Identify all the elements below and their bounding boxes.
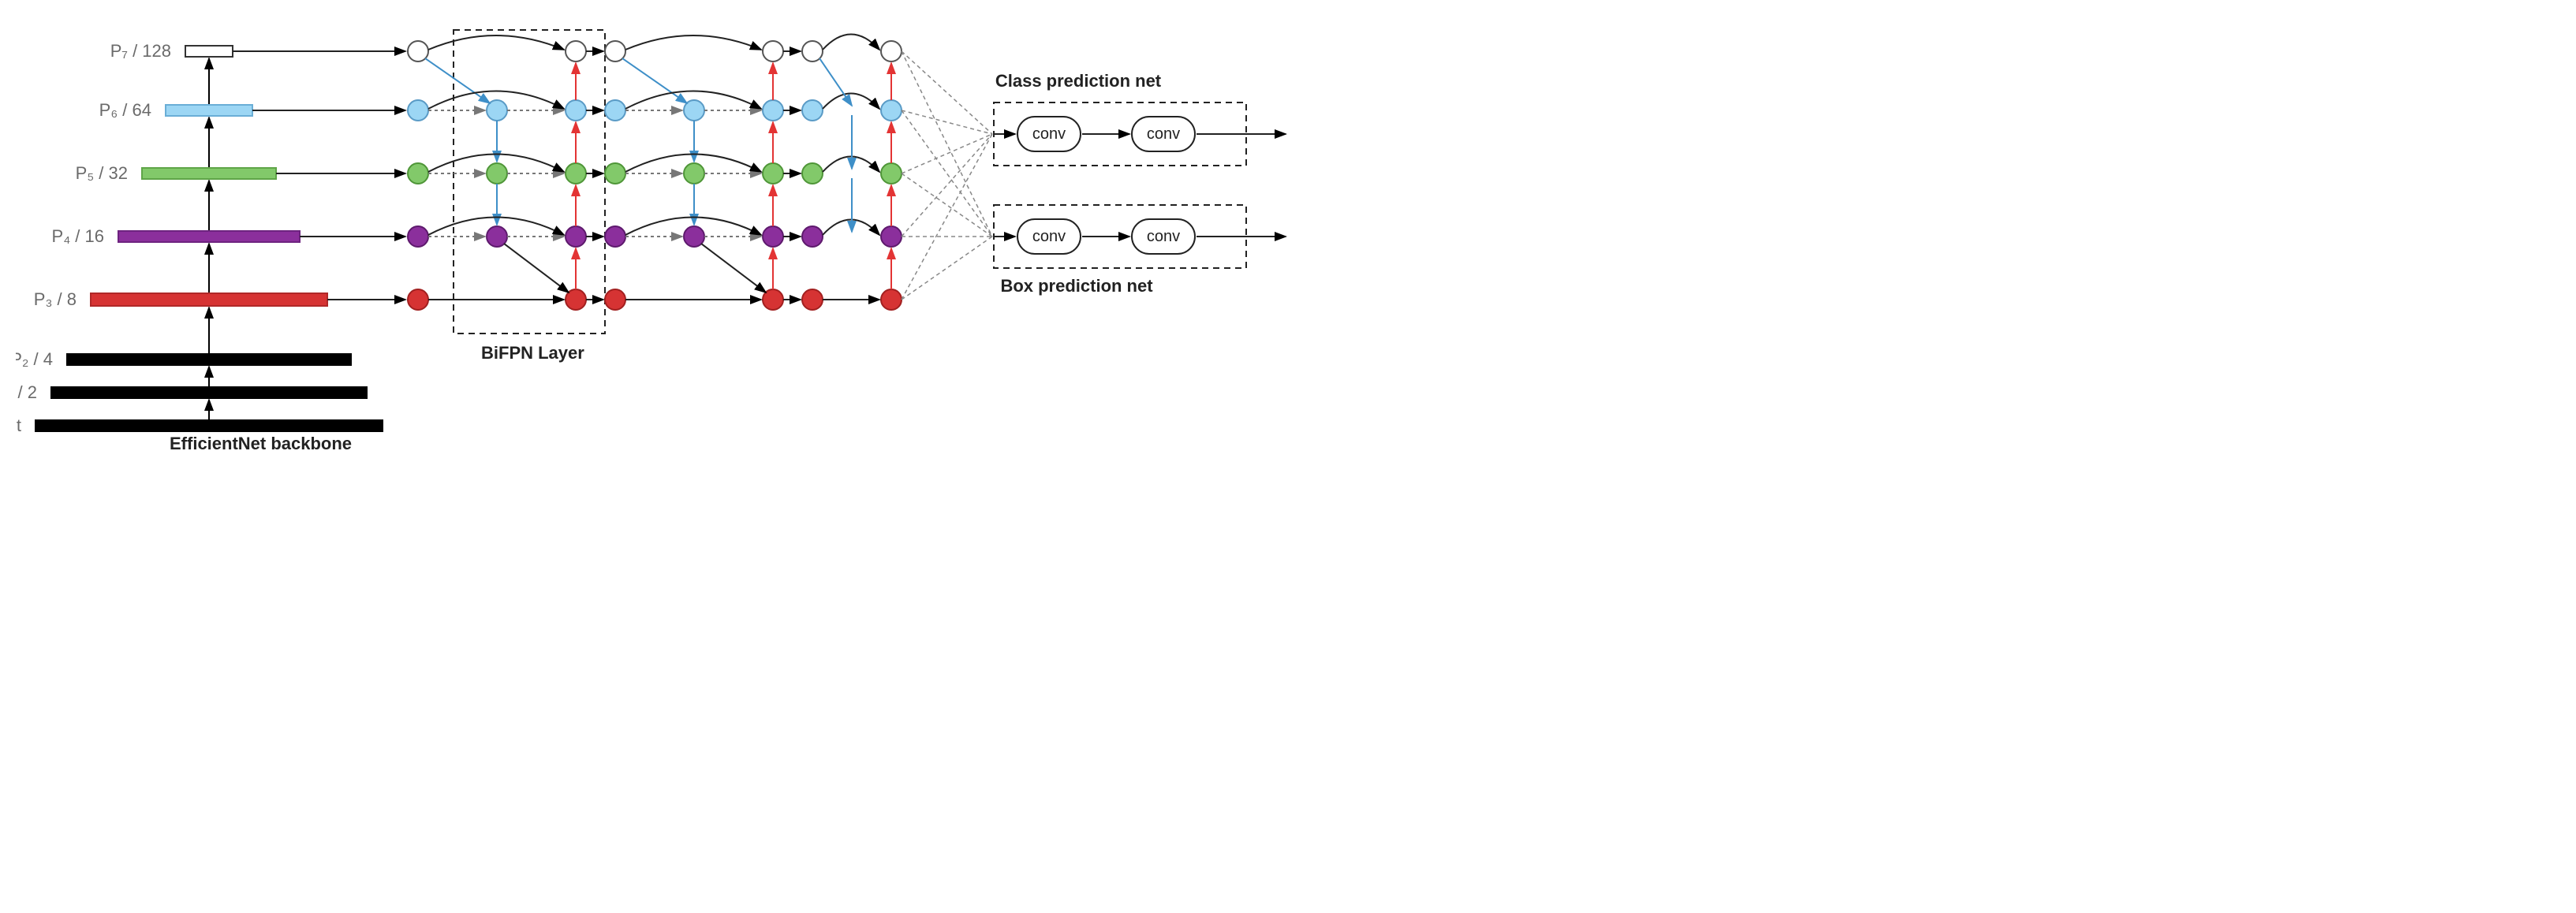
backbone-layer-p5 [142,168,276,179]
bifpn-in1-r1 [605,100,625,121]
backbone-layer-p6 [166,105,252,116]
bifpn-out2-r1 [881,100,902,121]
svg-text:P₂ / 4: P₂ / 4 [16,349,53,369]
bifpn-mid1-r2 [684,163,704,184]
backbone-layer-p4 [118,231,300,242]
bifpn-in2-r3 [802,226,823,247]
backbone-layer-p2 [67,354,351,365]
backbone-layer-p7 [185,46,233,57]
svg-text:BiFPN Layer: BiFPN Layer [481,343,584,363]
svg-text:P₆ / 64: P₆ / 64 [99,100,151,120]
bifpn-out0-r2 [566,163,586,184]
svg-text:Box prediction net: Box prediction net [1000,276,1153,296]
svg-text:P₄ / 16: P₄ / 16 [52,226,104,246]
bifpn-out0-r1 [566,100,586,121]
svg-text:conv: conv [1032,228,1066,245]
efficientdet-diagram: Input P₁ / 2 P₂ / 4 P₃ / 8 P₄ / 16 P₅ / 32 P₆ … [16,16,1304,472]
bifpn-in1-r4 [605,289,625,310]
svg-text:P₁ / 2: P₁ / 2 [16,382,37,402]
bifpn-out1-r0 [763,41,783,61]
bifpn-in2-r2 [802,163,823,184]
svg-text:Class prediction net: Class prediction net [995,71,1162,91]
bifpn-in2-r4 [802,289,823,310]
bifpn-mid0-r2 [487,163,507,184]
svg-text:Input: Input [16,416,21,435]
bifpn-out1-r1 [763,100,783,121]
bifpn-out0-r0 [566,41,586,61]
svg-text:P₅ / 32: P₅ / 32 [76,163,128,183]
svg-text:conv: conv [1032,125,1066,143]
bifpn-in0-r1 [408,100,428,121]
bifpn-out2-r4 [881,289,902,310]
svg-text:conv: conv [1147,228,1180,245]
bifpn-out0-r3 [566,226,586,247]
bifpn-out2-r3 [881,226,902,247]
bifpn-out1-r3 [763,226,783,247]
backbone-layer-p1 [51,387,367,398]
bifpn-in1-r2 [605,163,625,184]
svg-text:conv: conv [1147,125,1180,143]
backbone-layer-p3 [91,293,327,306]
bifpn-in0-r2 [408,163,428,184]
bifpn-out2-r2 [881,163,902,184]
backbone-layer-input [35,420,383,431]
svg-text:P₇ / 128: P₇ / 128 [110,41,171,61]
svg-text:EfficientNet backbone: EfficientNet backbone [170,434,352,453]
svg-text:P₃ / 8: P₃ / 8 [34,289,77,309]
bifpn-in1-r3 [605,226,625,247]
bifpn-in0-r3 [408,226,428,247]
bifpn-in0-r4 [408,289,428,310]
bifpn-out2-r0 [881,41,902,61]
backbone: Input P₁ / 2 P₂ / 4 P₃ / 8 P₄ / 16 P₅ / 32 P₆ … [16,41,383,453]
bifpn-out1-r2 [763,163,783,184]
bifpn-in2-r1 [802,100,823,121]
